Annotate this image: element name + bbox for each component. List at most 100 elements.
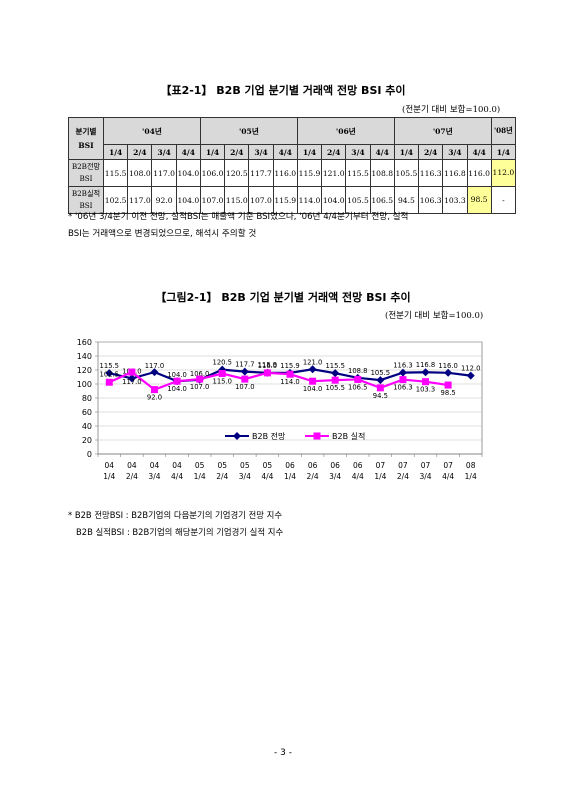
actual-point <box>399 376 407 384</box>
bsi-line-chart: 0 20 40 60 80 100 120 140 160 04 1/4 04 2/4 04 3/4 04 4/… <box>68 330 518 500</box>
x-tick-label-year: 07 <box>421 461 431 470</box>
table-cell: 112.0 <box>490 159 517 187</box>
x-tick-label-quarter: 1/4 <box>465 472 477 481</box>
y-tick-label: 160 <box>77 338 92 347</box>
table-cell: 115.0 <box>224 186 250 214</box>
quarter-header: 2/4 <box>321 144 347 160</box>
data-label: 104.0 <box>303 385 322 393</box>
x-tick-label-quarter: 1/4 <box>103 472 115 481</box>
forecast-point <box>421 368 430 377</box>
table-cell: 115.9 <box>296 159 323 187</box>
data-label: 114.0 <box>280 378 299 386</box>
quarter-header: 2/4 <box>418 144 444 160</box>
data-label: 115.9 <box>280 362 299 370</box>
data-label: 115.0 <box>213 378 232 386</box>
actual-point <box>354 375 362 383</box>
actual-point <box>241 375 249 383</box>
y-tick-label: 60 <box>82 408 92 417</box>
data-label: 105.5 <box>371 369 390 377</box>
table-cell: 103.3 <box>442 186 468 214</box>
actual-point <box>105 378 113 386</box>
x-tick-label-quarter: 2/4 <box>126 472 138 481</box>
data-label: 107.0 <box>235 383 254 391</box>
table-footnote-line: * '06년 3/4분기 이전 전망, 실적BSI는 매출액 기준 BSI였으나… <box>68 212 409 222</box>
actual-series-line <box>108 370 449 391</box>
table-cell: 120.5 <box>224 159 250 187</box>
data-label: 115.9 <box>258 361 277 369</box>
data-label: 120.5 <box>213 359 232 367</box>
data-label: 115.5 <box>100 362 119 370</box>
actual-point <box>196 375 204 383</box>
table-row: B2B전망 BSI 115.5 108.0 117.0 104.0 106.0 120.5 1… <box>68 159 517 187</box>
x-tick-label-quarter: 1/4 <box>194 472 206 481</box>
table-cell: 116.8 <box>442 159 468 187</box>
table-cell: 115.5 <box>102 159 129 187</box>
quarter-header: 1/4 <box>490 144 517 160</box>
x-tick-label-quarter: 2/4 <box>216 472 228 481</box>
x-tick-label-year: 08 <box>466 461 476 470</box>
y-tick-label: 20 <box>82 436 92 445</box>
table-cell: 116.3 <box>418 159 444 187</box>
quarter-header: 4/4 <box>272 144 298 160</box>
row-header-bottom: BSI <box>78 140 94 150</box>
figure-title: 【그림2-1】 B2B 기업 분기별 거래액 전망 BSI 추이 <box>155 291 411 304</box>
table-cell: 92.0 <box>151 186 177 214</box>
actual-point <box>422 378 430 386</box>
data-label: 98.5 <box>441 389 456 397</box>
table-cell: 121.0 <box>321 159 347 187</box>
x-tick-label-year: 06 <box>330 461 340 470</box>
table-cell: 98.5 <box>466 186 492 214</box>
x-tick-label-year: 04 <box>127 461 137 470</box>
data-label: 121.0 <box>303 358 322 366</box>
table-quarter-row: 1/4 2/4 3/4 4/4 1/4 2/4 3/4 4/4 1/4 2/4 3/4 4/4 1/4 2… <box>69 144 517 160</box>
data-label: 103.3 <box>416 386 435 394</box>
quarter-header: 3/4 <box>151 144 177 160</box>
x-tick-label-quarter: 3/4 <box>329 472 341 481</box>
data-label: 116.3 <box>393 362 412 370</box>
table-cell: 94.5 <box>393 186 420 214</box>
table-title: 【표2-1】 B2B 기업 분기별 거래액 전망 BSI 추이 <box>160 84 406 97</box>
table-cell: 115.5 <box>345 159 371 187</box>
table-cell: 116.0 <box>466 159 492 187</box>
data-label: 106.3 <box>393 384 412 392</box>
data-label: 94.5 <box>373 392 388 400</box>
table-cell: 108.0 <box>127 159 153 187</box>
legend-forecast-label: B2B 전망 <box>252 431 286 441</box>
data-label: 104.0 <box>167 371 186 379</box>
x-tick-label-year: 07 <box>398 461 408 470</box>
data-label: 92.0 <box>147 394 162 402</box>
data-label: 116.0 <box>438 362 457 370</box>
quarter-header: 4/4 <box>466 144 492 160</box>
y-tick-label: 120 <box>77 366 92 375</box>
x-tick-label-quarter: 3/4 <box>148 472 160 481</box>
data-label: 106.5 <box>348 383 367 391</box>
table-row: B2B실적 BSI 102.5 117.0 92.0 104.0 107.0 115.0 10… <box>68 186 517 214</box>
actual-point <box>263 369 271 377</box>
year-header: '08년 <box>490 117 517 145</box>
y-tick-label: 40 <box>82 422 92 431</box>
x-tick-label-year: 04 <box>150 461 160 470</box>
quarter-header: 1/4 <box>393 144 420 160</box>
quarter-header: 2/4 <box>224 144 250 160</box>
x-tick-label-quarter: 4/4 <box>352 472 364 481</box>
data-label: 104.0 <box>167 385 186 393</box>
actual-point <box>331 376 339 384</box>
x-tick-label-quarter: 3/4 <box>419 472 431 481</box>
figure-footnote-line: B2B 실적BSI : B2B기업의 해당분기의 기업경기 실적 지수 <box>76 527 284 537</box>
bsi-table: 분기별 BSI '04년 '05년 '06년 '07년 '08년 1/4 2/4 3… <box>68 117 517 214</box>
x-tick-label-year: 06 <box>308 461 318 470</box>
data-label: 105.5 <box>325 384 344 392</box>
actual-point <box>286 370 294 378</box>
x-tick-label-year: 06 <box>285 461 295 470</box>
table-cell: 117.7 <box>248 159 274 187</box>
quarter-header: 1/4 <box>199 144 226 160</box>
x-tick-label-year: 07 <box>443 461 453 470</box>
forecast-point <box>376 376 385 385</box>
x-tick-label-quarter: 2/4 <box>307 472 319 481</box>
table-cell: 106.3 <box>418 186 444 214</box>
actual-point <box>173 377 181 385</box>
forecast-point <box>127 374 136 383</box>
year-header: '05년 <box>199 117 298 145</box>
x-tick-label-year: 04 <box>105 461 115 470</box>
quarter-header: 3/4 <box>442 144 468 160</box>
